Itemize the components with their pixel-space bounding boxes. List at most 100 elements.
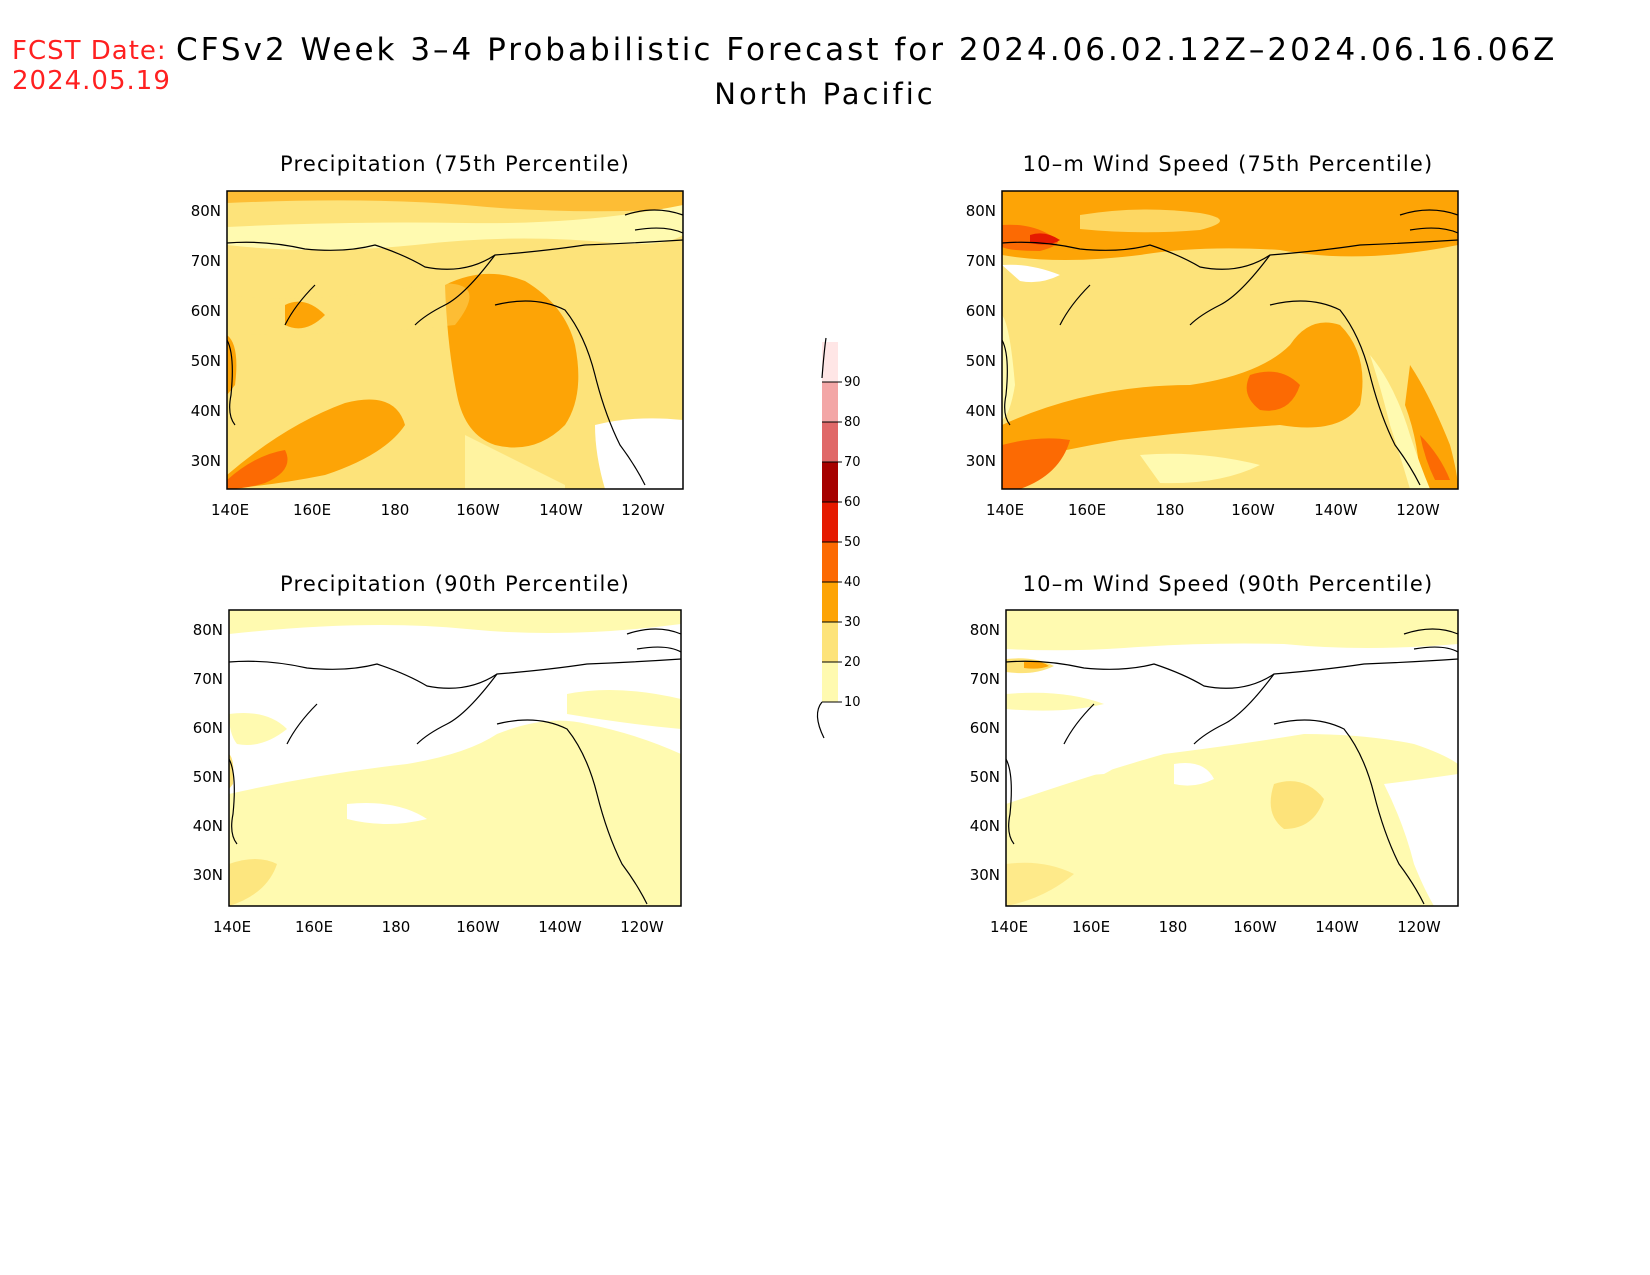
prob-field-precip90 [229, 610, 681, 906]
colorbar-level-label: 80 [844, 415, 861, 430]
colorbar-swatch [822, 462, 838, 502]
lon-tick-label: 160E [1072, 918, 1110, 936]
lat-tick-label: 70N [970, 670, 1000, 688]
colorbar-level-label: 60 [844, 495, 861, 510]
lon-axis-wind75: 140E 160E 180 160W 140W 120W [986, 501, 1440, 519]
lon-tick-label: 140E [990, 918, 1028, 936]
lat-tick-label: 30N [191, 452, 221, 470]
lat-tick-label: 60N [966, 302, 996, 320]
lat-tick-label: 40N [191, 402, 221, 420]
lon-tick-label: 160E [295, 918, 333, 936]
lat-tick-label: 50N [191, 352, 221, 370]
lat-tick-label: 40N [966, 402, 996, 420]
panel-title-precip75: Precipitation (75th Percentile) [279, 152, 631, 176]
lat-tick-label: 60N [191, 302, 221, 320]
lon-tick-label: 160W [456, 918, 500, 936]
lat-tick-label: 50N [970, 768, 1000, 786]
colorbar-level-label: 30 [844, 615, 861, 630]
lat-tick-label: 70N [966, 252, 996, 270]
lat-tick-label: 70N [193, 670, 223, 688]
lon-tick-label: 140W [1314, 501, 1358, 519]
colorbar-level-label: 10 [844, 695, 861, 710]
colorbar-level-label: 20 [844, 655, 861, 670]
colorbar-swatch [822, 662, 838, 702]
forecast-date-label: FCST Date: [12, 36, 167, 66]
lat-tick-label: 80N [193, 621, 223, 639]
lon-tick-label: 160E [1068, 501, 1106, 519]
lon-tick-label: 160E [293, 501, 331, 519]
colorbar-level-label: 90 [844, 375, 861, 390]
panel-title-wind75: 10–m Wind Speed (75th Percentile) [1022, 152, 1434, 176]
colorbar-lower-cap [816, 701, 825, 739]
lon-tick-label: 120W [1397, 918, 1441, 936]
prob-field-wind75 [1002, 191, 1458, 489]
lon-tick-label: 120W [621, 501, 665, 519]
lat-tick-label: 70N [191, 252, 221, 270]
lon-tick-label: 180 [1156, 501, 1185, 519]
lat-axis-precip75: 80N 70N 60N 50N 40N 30N [191, 202, 221, 470]
colorbar-swatch [822, 582, 838, 622]
lon-tick-label: 120W [620, 918, 664, 936]
colorbar-level-label: 70 [844, 455, 861, 470]
colorbar-labels: 10 20 30 40 50 60 70 80 90 [822, 375, 861, 710]
forecast-date-value: 2024.05.19 [12, 66, 171, 96]
colorbar-swatch [822, 382, 838, 422]
lon-tick-label: 120W [1396, 501, 1440, 519]
lon-tick-label: 180 [381, 501, 410, 519]
panel-title-precip90: Precipitation (90th Percentile) [279, 572, 631, 596]
lon-axis-precip75: 140E 160E 180 160W 140W 120W [211, 501, 665, 519]
lat-tick-label: 30N [970, 866, 1000, 884]
lat-tick-label: 60N [970, 719, 1000, 737]
page-title: CFSv2 Week 3–4 Probabilistic Forecast fo… [176, 32, 1558, 68]
lat-tick-label: 80N [966, 202, 996, 220]
lat-axis-wind75: 80N 70N 60N 50N 40N 30N [966, 202, 996, 470]
colorbar-swatch [822, 622, 838, 662]
forecast-date-block: FCST Date: 2024.05.19 [12, 36, 171, 96]
lon-axis-wind90: 140E 160E 180 160W 140W 120W [990, 918, 1441, 936]
lat-tick-label: 30N [966, 452, 996, 470]
lon-tick-label: 160W [1231, 501, 1275, 519]
lon-tick-label: 140W [538, 918, 582, 936]
lat-tick-label: 30N [193, 866, 223, 884]
lat-tick-label: 40N [193, 817, 223, 835]
coastline-wind75 [1001, 209, 1459, 486]
lat-tick-label: 50N [193, 768, 223, 786]
lat-tick-label: 80N [191, 202, 221, 220]
lon-tick-label: 180 [382, 918, 411, 936]
colorbar-upper-cap [821, 337, 827, 379]
lat-axis-wind90: 80N 70N 60N 50N 40N 30N [970, 621, 1000, 884]
lat-tick-label: 60N [193, 719, 223, 737]
colorbar-swatch [822, 542, 838, 582]
lon-tick-label: 140W [539, 501, 583, 519]
colorbar-swatches [822, 342, 838, 702]
region-subtitle: North Pacific [714, 77, 936, 111]
colorbar-swatch [822, 342, 838, 382]
map-panel-precip75: 80N 70N 60N 50N 40N 30N 140E 160E 180 16… [191, 190, 684, 519]
prob-field-wind90 [1006, 610, 1458, 906]
colorbar-swatch [822, 422, 838, 462]
lat-tick-label: 40N [970, 817, 1000, 835]
lon-tick-label: 140E [213, 918, 251, 936]
coastline-wind90 [1005, 628, 1459, 905]
lon-axis-precip90: 140E 160E 180 160W 140W 120W [213, 918, 664, 936]
coastline-precip90 [228, 628, 682, 905]
lat-axis-precip90: 80N 70N 60N 50N 40N 30N [193, 621, 223, 884]
lon-tick-label: 140E [211, 501, 249, 519]
lat-tick-label: 50N [966, 352, 996, 370]
prob-field-precip75 [227, 191, 683, 489]
lat-tick-label: 80N [970, 621, 1000, 639]
map-panel-wind90: 80N 70N 60N 50N 40N 30N 140E 160E 180 16… [970, 609, 1459, 936]
colorbar-swatch [822, 502, 838, 542]
map-panel-precip90: 80N 70N 60N 50N 40N 30N 140E 160E 180 16… [193, 609, 682, 936]
map-panel-wind75: 80N 70N 60N 50N 40N 30N 140E 160E 180 16… [966, 190, 1459, 519]
lon-tick-label: 160W [1233, 918, 1277, 936]
lon-tick-label: 140W [1315, 918, 1359, 936]
panel-title-wind90: 10–m Wind Speed (90th Percentile) [1022, 572, 1434, 596]
lon-tick-label: 160W [456, 501, 500, 519]
lon-tick-label: 180 [1159, 918, 1188, 936]
colorbar-level-label: 40 [844, 575, 861, 590]
lon-tick-label: 140E [986, 501, 1024, 519]
colorbar: 10 20 30 40 50 60 70 80 90 [816, 337, 861, 739]
colorbar-level-label: 50 [844, 535, 861, 550]
coastline-precip75 [226, 209, 684, 486]
